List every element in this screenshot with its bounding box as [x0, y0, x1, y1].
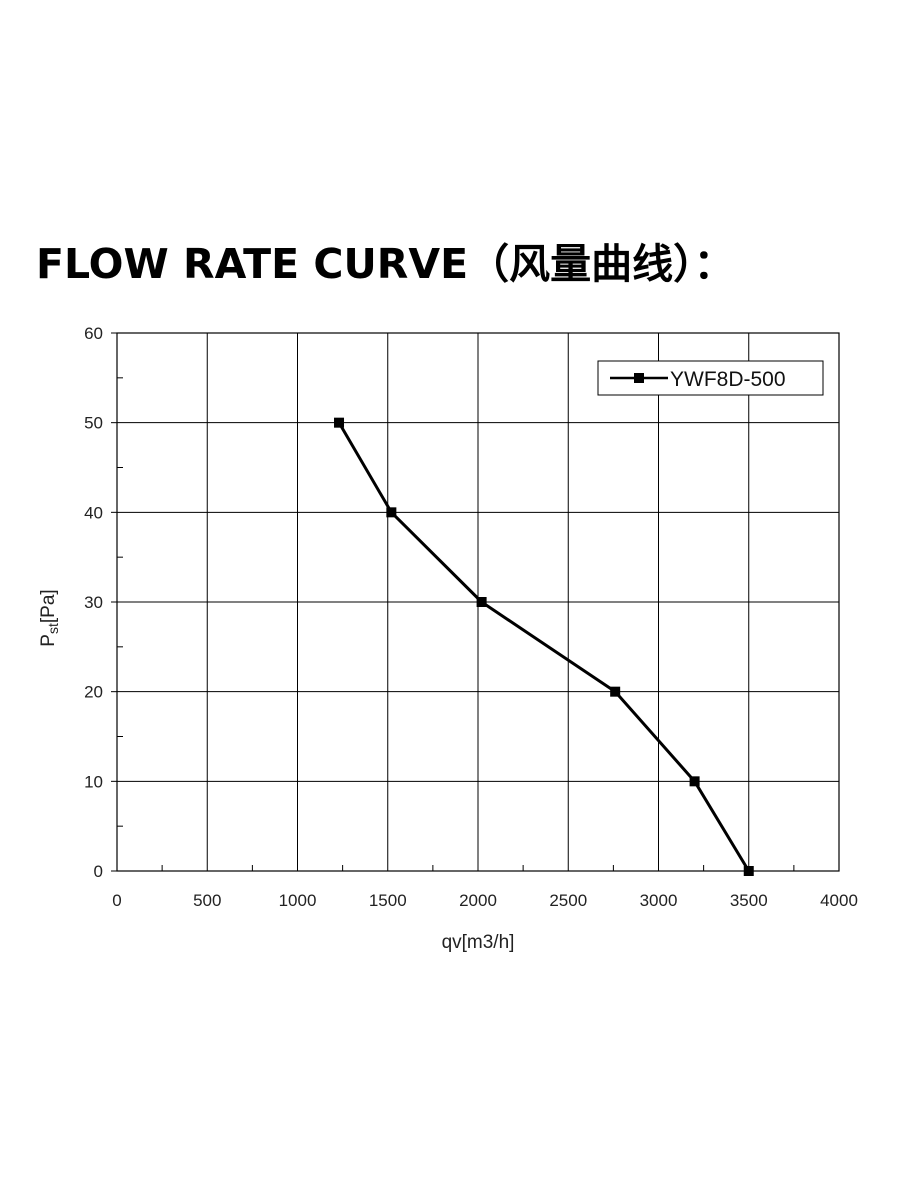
series-line — [337, 421, 751, 872]
x-axis-title: qv[m3/h] — [442, 932, 515, 953]
x-tick-label: 0 — [112, 891, 121, 910]
page-title: FLOW RATE CURVE（风量曲线）： — [36, 240, 735, 288]
y-axis-title: Pst[Pa] — [38, 589, 61, 646]
y-tick-label: 40 — [84, 503, 103, 522]
x-tick-label: 1500 — [369, 891, 407, 910]
data-point — [334, 417, 345, 428]
y-axis-title-unit: [Pa] — [38, 589, 59, 623]
legend-marker-swatch — [634, 373, 644, 383]
y-tick-label: 30 — [84, 593, 103, 612]
data-point — [386, 507, 397, 518]
y-tick-labels: 0 10 20 30 40 50 60 — [84, 324, 103, 881]
data-point — [476, 597, 487, 607]
x-tick-label: 4000 — [820, 891, 858, 910]
x-tick-labels: 0 500 1000 1500 2000 2500 3000 3500 4000 — [112, 891, 858, 910]
y-axis-title-sub: st — [45, 623, 61, 634]
x-tick-label: 2000 — [459, 891, 497, 910]
legend: YWF8D-500 — [597, 360, 824, 396]
data-point — [743, 866, 754, 876]
minor-ticks — [117, 377, 795, 871]
x-tick-label: 2500 — [549, 891, 587, 910]
x-tick-label: 3500 — [730, 891, 768, 910]
y-tick-label: 0 — [94, 862, 103, 881]
legend-label: YWF8D-500 — [670, 368, 786, 391]
x-tick-label: 1000 — [279, 891, 317, 910]
y-tick-label: 50 — [84, 414, 103, 433]
x-tick-label: 3000 — [640, 891, 678, 910]
y-tick-label: 60 — [84, 324, 103, 343]
y-axis-title-main: P — [38, 634, 59, 647]
y-tick-label: 20 — [84, 683, 103, 702]
series-layer — [334, 417, 754, 876]
x-tick-label: 500 — [193, 891, 221, 910]
data-point — [610, 686, 621, 697]
data-point — [689, 776, 700, 787]
y-tick-label: 10 — [84, 772, 103, 791]
